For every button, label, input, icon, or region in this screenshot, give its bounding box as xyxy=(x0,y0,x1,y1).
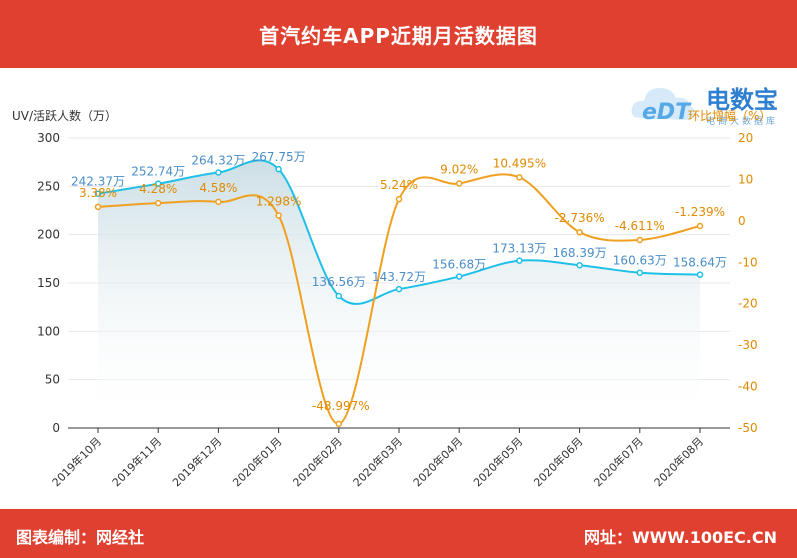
growth-data-label: 1.298% xyxy=(256,194,302,208)
y2-tick-label: -20 xyxy=(738,297,758,311)
uv-point xyxy=(696,271,704,278)
y2-tick-label: -10 xyxy=(738,255,758,269)
uv-point xyxy=(395,285,403,293)
growth-data-label: -4.611% xyxy=(615,219,665,233)
y2-axis-ticks: -50 -40 -30 -20 -10 0 10 20 xyxy=(738,131,758,435)
uv-data-label: 173.13万 xyxy=(492,242,546,256)
uv-point xyxy=(576,261,583,269)
x-tick-label: 2019年12月 xyxy=(169,434,224,489)
cloud-icon xyxy=(631,88,695,120)
x-tick-label: 2020年04月 xyxy=(410,434,465,489)
growth-data-label: 4.28% xyxy=(139,182,177,196)
uv-point xyxy=(94,190,102,197)
growth-point xyxy=(275,212,282,219)
logo-name: 电数宝 xyxy=(706,86,778,114)
growth-data-label: 4.58% xyxy=(199,181,237,195)
y2-tick-label: 10 xyxy=(738,172,753,186)
growth-point xyxy=(636,236,644,244)
x-axis-ticks: 2019年10月 2019年11月 2019年12月 2020年01月 2020年02月… xyxy=(49,428,706,489)
growth-data-label: 9.02% xyxy=(440,162,478,176)
growth-data-label: -48.997% xyxy=(312,399,370,413)
x-tick-label: 2020年03月 xyxy=(350,434,405,489)
uv-data-label: 252.74万 xyxy=(131,165,185,179)
x-tick-label: 2020年06月 xyxy=(531,434,586,489)
edt-logo: eDT 电数宝 电商大数据库 xyxy=(628,74,788,134)
growth-data-label: -2.736% xyxy=(555,211,605,225)
uv-point xyxy=(516,257,523,264)
title-bar: 首汽约车APP近期月活数据图 xyxy=(0,0,797,68)
y-tick-label: 0 xyxy=(52,421,60,435)
growth-point xyxy=(516,174,523,181)
x-tick-label: 2019年10月 xyxy=(49,434,104,489)
growth-point xyxy=(455,180,463,187)
footer-website: 网址：WWW.100EC.CN xyxy=(583,528,777,547)
uv-point xyxy=(455,273,463,280)
x-tick-label: 2020年07月 xyxy=(591,434,646,489)
x-tick-label: 2020年02月 xyxy=(290,434,345,489)
footer-bar: 图表编制：网经社 网址：WWW.100EC.CN xyxy=(0,509,797,558)
y2-tick-label: 0 xyxy=(738,214,746,228)
y-axis-ticks: 0 50 100 150 200 250 300 xyxy=(37,131,60,435)
uv-data-label: 143.72万 xyxy=(372,270,426,284)
growth-point xyxy=(395,195,403,203)
uv-point xyxy=(215,169,222,176)
uv-point xyxy=(154,180,162,187)
growth-data-label: 10.495% xyxy=(493,156,546,170)
logo-subtitle: 电商大数据库 xyxy=(706,117,779,127)
chart-title: 首汽约车APP近期月活数据图 xyxy=(259,23,538,48)
growth-point xyxy=(94,203,102,211)
growth-data-label: 5.24% xyxy=(380,178,418,192)
y-tick-label: 250 xyxy=(37,179,60,193)
uv-data-label: 267.75万 xyxy=(252,150,306,164)
uv-data-label: 156.68万 xyxy=(432,258,486,272)
y2-tick-label: -30 xyxy=(738,338,758,352)
y-tick-label: 50 xyxy=(45,373,60,387)
y2-tick-label: -50 xyxy=(738,421,758,435)
growth-point xyxy=(696,222,704,230)
x-tick-label: 2020年08月 xyxy=(651,434,706,489)
y-tick-label: 200 xyxy=(37,228,60,242)
x-tick-label: 2020年01月 xyxy=(230,434,285,489)
y2-tick-label: -40 xyxy=(738,380,758,394)
growth-point xyxy=(576,228,583,236)
uv-data-label: 160.63万 xyxy=(613,254,667,268)
y2-axis-title: 环比增幅（%） xyxy=(688,108,771,123)
uv-data-label: 264.32万 xyxy=(191,153,245,167)
growth-point xyxy=(215,198,222,206)
growth-point xyxy=(335,420,343,428)
uv-point xyxy=(275,165,282,173)
footer-credit: 图表编制：网经社 xyxy=(16,528,145,547)
uv-area xyxy=(98,160,700,410)
growth-data-label: 3.38% xyxy=(79,186,117,200)
uv-data-label: 158.64万 xyxy=(673,256,727,270)
uv-data-label: 242.37万 xyxy=(71,175,125,189)
growth-data-label: -1.239% xyxy=(675,205,725,219)
growth-point xyxy=(154,199,162,207)
y-tick-label: 150 xyxy=(37,276,60,290)
x-tick-label: 2020年05月 xyxy=(470,434,525,489)
y-tick-label: 100 xyxy=(37,324,60,338)
uv-series-line xyxy=(97,159,701,305)
x-tick-label: 2019年11月 xyxy=(109,434,164,489)
data-points xyxy=(94,165,704,428)
data-labels: 242.37万 252.74万 264.32万 267.75万 136.56万 143.7… xyxy=(71,150,727,413)
y-tick-label: 300 xyxy=(37,131,60,145)
y2-tick-label: 20 xyxy=(738,131,753,145)
y-axis-title: UV/活跃人数（万） xyxy=(12,108,117,123)
logo-mark: eDT xyxy=(642,100,691,125)
uv-point xyxy=(335,292,343,300)
uv-data-label: 168.39万 xyxy=(553,246,607,260)
uv-point xyxy=(636,269,644,276)
uv-data-label: 136.56万 xyxy=(312,275,366,289)
